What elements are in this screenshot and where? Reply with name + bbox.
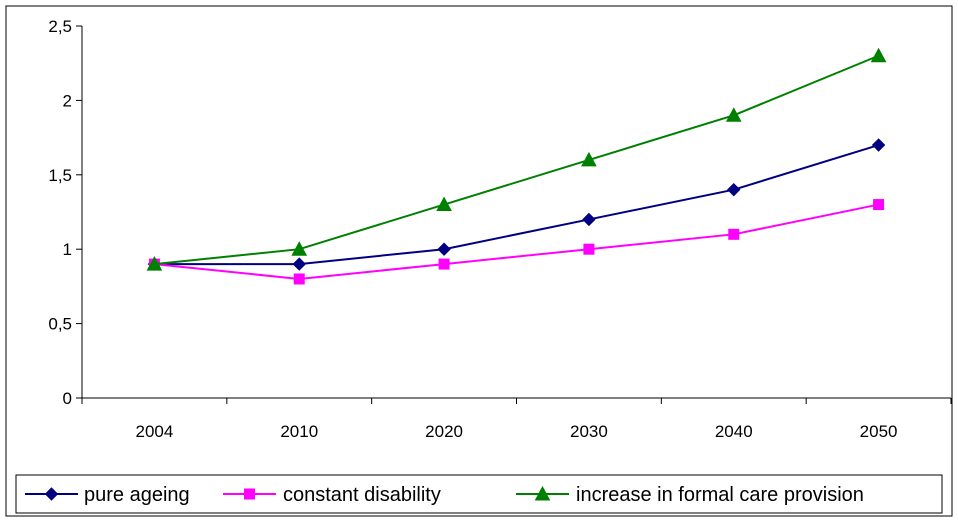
x-tick-label: 2020 bbox=[425, 422, 463, 441]
x-tick-label: 2030 bbox=[570, 422, 608, 441]
legend-label-constant-disability: constant disability bbox=[283, 484, 441, 506]
data-point-pure-ageing bbox=[582, 212, 596, 227]
legend-box bbox=[15, 474, 943, 514]
legend-item-pure-ageing: pure ageing bbox=[25, 484, 190, 506]
data-point-constant-disability bbox=[293, 273, 305, 285]
legend-marker-increase-in-formal-care-provision bbox=[534, 485, 551, 501]
data-point-increase-in-formal-care-provision bbox=[291, 241, 308, 256]
y-tick-label: 1,5 bbox=[48, 166, 72, 185]
y-tick-label: 2,5 bbox=[48, 17, 72, 36]
legend-item-constant-disability: constant disability bbox=[223, 484, 441, 506]
data-point-pure-ageing bbox=[727, 182, 741, 197]
legend-label-increase-in-formal-care-provision: increase in formal care provision bbox=[576, 484, 864, 506]
data-point-increase-in-formal-care-provision bbox=[870, 47, 887, 63]
y-tick-label: 1 bbox=[63, 240, 72, 259]
x-tick-label: 2010 bbox=[280, 422, 318, 441]
data-point-constant-disability bbox=[873, 199, 885, 211]
data-point-constant-disability bbox=[728, 228, 740, 240]
y-tick-label: 2 bbox=[63, 91, 72, 110]
data-point-constant-disability bbox=[438, 258, 450, 270]
data-point-pure-ageing bbox=[292, 257, 306, 271]
data-point-constant-disability bbox=[583, 243, 595, 255]
legend-item-increase-in-formal-care-provision: increase in formal care provision bbox=[516, 484, 864, 506]
series-increase-in-formal-care-provision bbox=[146, 47, 887, 271]
x-tick-label: 2004 bbox=[136, 422, 174, 441]
data-point-pure-ageing bbox=[437, 242, 451, 256]
legend-label-pure-ageing: pure ageing bbox=[84, 484, 190, 506]
series-line-pure-ageing bbox=[154, 144, 879, 266]
data-point-increase-in-formal-care-provision bbox=[581, 151, 597, 167]
data-point-increase-in-formal-care-provision bbox=[725, 107, 742, 122]
data-point-increase-in-formal-care-provision bbox=[146, 256, 163, 271]
series-line-increase-in-formal-care-provision bbox=[154, 54, 879, 266]
x-tick-label: 2040 bbox=[715, 422, 753, 441]
series-line-constant-disability bbox=[154, 203, 879, 280]
data-point-increase-in-formal-care-provision bbox=[436, 196, 452, 212]
y-tick-label: 0 bbox=[63, 389, 72, 408]
legend-marker-pure-ageing bbox=[44, 487, 59, 501]
y-tick-label: 0,5 bbox=[48, 315, 72, 334]
data-point-pure-ageing bbox=[871, 138, 886, 152]
x-tick-label: 2050 bbox=[860, 422, 898, 441]
legend-marker-constant-disability bbox=[244, 488, 255, 500]
